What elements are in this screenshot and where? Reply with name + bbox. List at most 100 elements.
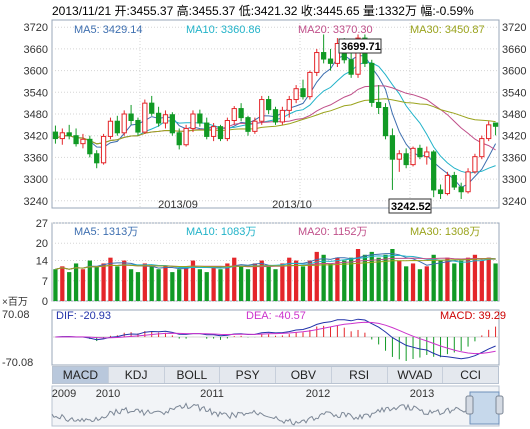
price-panel: 3720 3660 3600 3540 3480 3420 3360 3300 3240 372… (24, 19, 526, 214)
volume-bar (314, 251, 319, 301)
candle-body (259, 99, 265, 122)
candle-body (444, 174, 451, 195)
volume-bar (204, 272, 209, 301)
volume-bar (445, 257, 450, 301)
volume-bar (115, 266, 120, 301)
candle-body (224, 120, 230, 140)
dea-line (55, 321, 496, 355)
price-tick-left: 3540 (24, 87, 48, 99)
candle-body (149, 102, 155, 114)
volume-ma-legend-entry: MA20: 1152万 (298, 226, 368, 238)
tab-macd[interactable]: MACD (53, 367, 109, 383)
candle-body (128, 113, 134, 122)
info-volume: 1332万 (378, 4, 417, 18)
volume-bar (80, 269, 86, 301)
price-tick-right: 3300 (502, 174, 526, 186)
volume-bar (390, 249, 395, 301)
candle-body (314, 52, 320, 73)
candle-body (472, 156, 478, 173)
candle-body (307, 71, 313, 98)
volume-bar (238, 266, 244, 301)
price-tick-right: 3660 (502, 44, 526, 56)
candle-body (217, 126, 224, 140)
overview-year: 2013 (410, 388, 434, 400)
volume-bar (128, 269, 134, 301)
overview-handle-right[interactable] (495, 395, 504, 415)
tab-cci[interactable]: CCI (460, 368, 481, 382)
volume-tick: 27 (36, 218, 48, 230)
price-tick-left: 3480 (24, 109, 48, 121)
macd-top-label: 70.08 (2, 309, 30, 321)
volume-ma-legend-entry: MA30: 1308万 (410, 226, 480, 238)
candle-body (210, 126, 217, 137)
tab-psy[interactable]: PSY (220, 367, 276, 383)
candle-body (94, 153, 100, 164)
volume-bar (183, 266, 189, 301)
overview-navigator[interactable]: 2009 2010 2011 2012 2013 (51, 385, 504, 427)
info-open-label: 开 (114, 4, 127, 18)
overview-selection[interactable] (469, 391, 500, 425)
price-tick-right: 3360 (502, 152, 526, 164)
volume-bar (362, 254, 368, 301)
price-ma-legend: MA5: 3429.14 MA10: 3360.86 MA20: 3370.30 MA… (74, 24, 485, 36)
volume-bar (245, 269, 251, 301)
volume-bar (293, 260, 299, 301)
price-tick-right: 3420 (502, 131, 526, 143)
volume-y-axis: 27 20 14 7 0 (36, 218, 48, 308)
candle-body (465, 171, 471, 193)
candle-body (142, 102, 148, 133)
volume-bar (383, 254, 388, 301)
macd-label: MACD: 39.29 (440, 310, 506, 322)
price-y-axis-right: 3720 3660 3600 3540 3480 3420 3360 3300 3240 (502, 22, 526, 208)
tab-wvad[interactable]: WVAD (388, 367, 444, 383)
candle-body (479, 138, 485, 158)
price-tick-right: 3480 (502, 109, 526, 121)
candle-body (100, 135, 107, 164)
overview-year: 2011 (200, 388, 224, 400)
tab-rsi[interactable]: RSI (332, 367, 388, 383)
price-tick-right: 3720 (502, 22, 526, 34)
volume-tick: 14 (36, 256, 48, 268)
candle-body (135, 120, 141, 133)
tab-kdj[interactable]: KDJ (109, 367, 165, 383)
indicator-tabs: MACD KDJ BOLL PSY OBV RSI WVAD CCI (52, 366, 499, 384)
price-ma-legend-entry: MA5: 3429.14 (74, 24, 143, 36)
volume-ma-lines (55, 253, 496, 270)
volume-ma-legend-entry: MA5: 1313万 (74, 226, 138, 238)
volume-panel: 27 20 14 7 0 MA5: 1313万 MA10: 1083万 MA20: 1152… (36, 218, 500, 308)
candle-body (389, 135, 396, 160)
candle-body (59, 132, 65, 140)
candle-body (376, 101, 382, 108)
candle-body (293, 88, 299, 101)
volume-bar (410, 263, 416, 301)
volume-bar (225, 263, 230, 301)
candle-body (348, 59, 354, 75)
volume-bar (424, 266, 429, 301)
candle-body (155, 112, 162, 124)
overview-handle-left[interactable] (465, 395, 474, 415)
volume-bars (53, 249, 498, 301)
price-tick-left: 3600 (24, 66, 48, 78)
price-ma-legend-entry: MA30: 3450.87 (410, 24, 485, 36)
volume-bar (369, 251, 374, 301)
info-low-label: 低 (238, 4, 251, 18)
info-volume-label: 量 (362, 4, 375, 18)
volume-bar (170, 272, 175, 301)
overview-frame (51, 385, 500, 427)
volume-bar (307, 260, 313, 301)
volume-bar (163, 266, 168, 301)
volume-bar (94, 266, 99, 301)
tab-obv[interactable]: OBV (276, 367, 332, 383)
volume-ma-legend-entry: MA10: 1083万 (186, 226, 256, 238)
volume-bar (252, 263, 258, 301)
candle-body (486, 124, 492, 140)
candle-body (492, 122, 499, 127)
volume-bar (266, 266, 271, 301)
candle-body (327, 58, 334, 64)
tab-boll[interactable]: BOLL (165, 367, 221, 383)
volume-tick: 7 (42, 276, 48, 288)
price-tick-right: 3600 (502, 66, 526, 78)
price-tick-left: 3420 (24, 131, 48, 143)
candle-body (382, 106, 389, 137)
volume-bar (465, 257, 471, 301)
